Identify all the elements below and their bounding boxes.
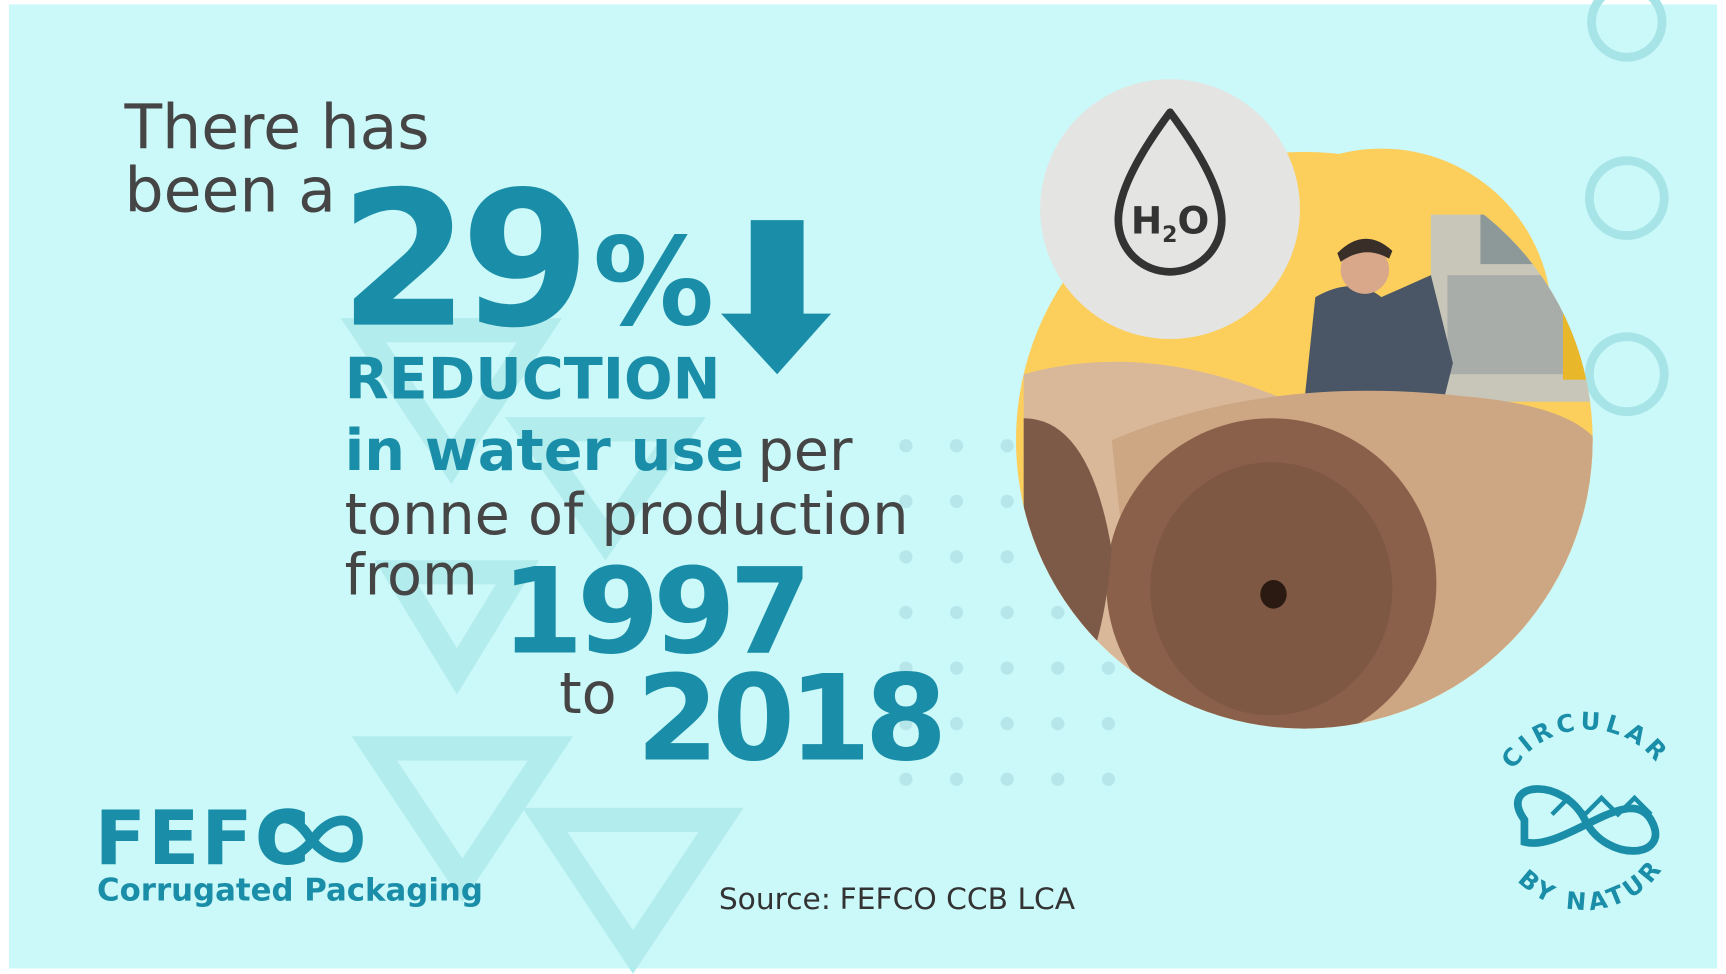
triangles [340,318,744,974]
logo-loop [264,813,363,863]
per: per [757,418,853,484]
from: from [345,542,478,608]
icon-circle [1040,79,1300,339]
dot [899,772,913,786]
dot [1051,605,1065,620]
source: Source: FEFCO CCB LCA [719,882,1076,917]
dot [1000,661,1014,675]
reduction: REDUCTION [345,346,721,412]
dot [1000,494,1014,508]
dot [1000,717,1014,731]
edge-circles [1584,0,1669,417]
dot [899,717,913,731]
logo-tagline: Corrugated Packaging [97,872,483,908]
icon-h: H [1131,198,1162,242]
dot [1051,717,1065,731]
dot [949,772,964,786]
end-year: 2018 [636,650,940,788]
figure-number: 29 [339,152,582,370]
dot [899,661,913,675]
source-text: FEFCO CCB LCA [840,882,1076,917]
dot [1000,439,1014,453]
dot [1101,661,1116,675]
photo [1015,151,1593,729]
intro2: been a [125,154,336,226]
icon-label: H2O [1131,198,1209,248]
dot [949,494,964,508]
dot [1051,661,1065,675]
dot [949,550,964,564]
icon-sub: 2 [1162,223,1177,248]
dot [1000,605,1014,620]
figure: 29% [339,152,711,370]
dot [1051,772,1065,786]
dot [899,605,913,620]
drop-icon [1114,108,1226,276]
dot [1101,772,1116,786]
down-arrow [721,220,832,375]
dot [949,717,964,731]
logo-name: FEFC [95,795,312,882]
icon-o: O [1177,198,1209,242]
dot [899,550,913,564]
to: to [559,661,616,727]
dot [949,605,964,620]
figure-unit: % [593,213,711,354]
subject: in water use [345,418,745,484]
start-year: 1997 [501,544,805,682]
dot [949,439,964,453]
dot [1101,717,1116,731]
subject-line: in water use per [345,418,853,484]
source-label: Source: [719,882,831,917]
intro: There has [124,92,430,164]
dot [1000,550,1014,564]
dot [949,661,964,675]
line3: tonne of production [345,482,909,548]
dot [899,494,913,508]
dot [899,439,913,453]
dot [1000,772,1014,786]
